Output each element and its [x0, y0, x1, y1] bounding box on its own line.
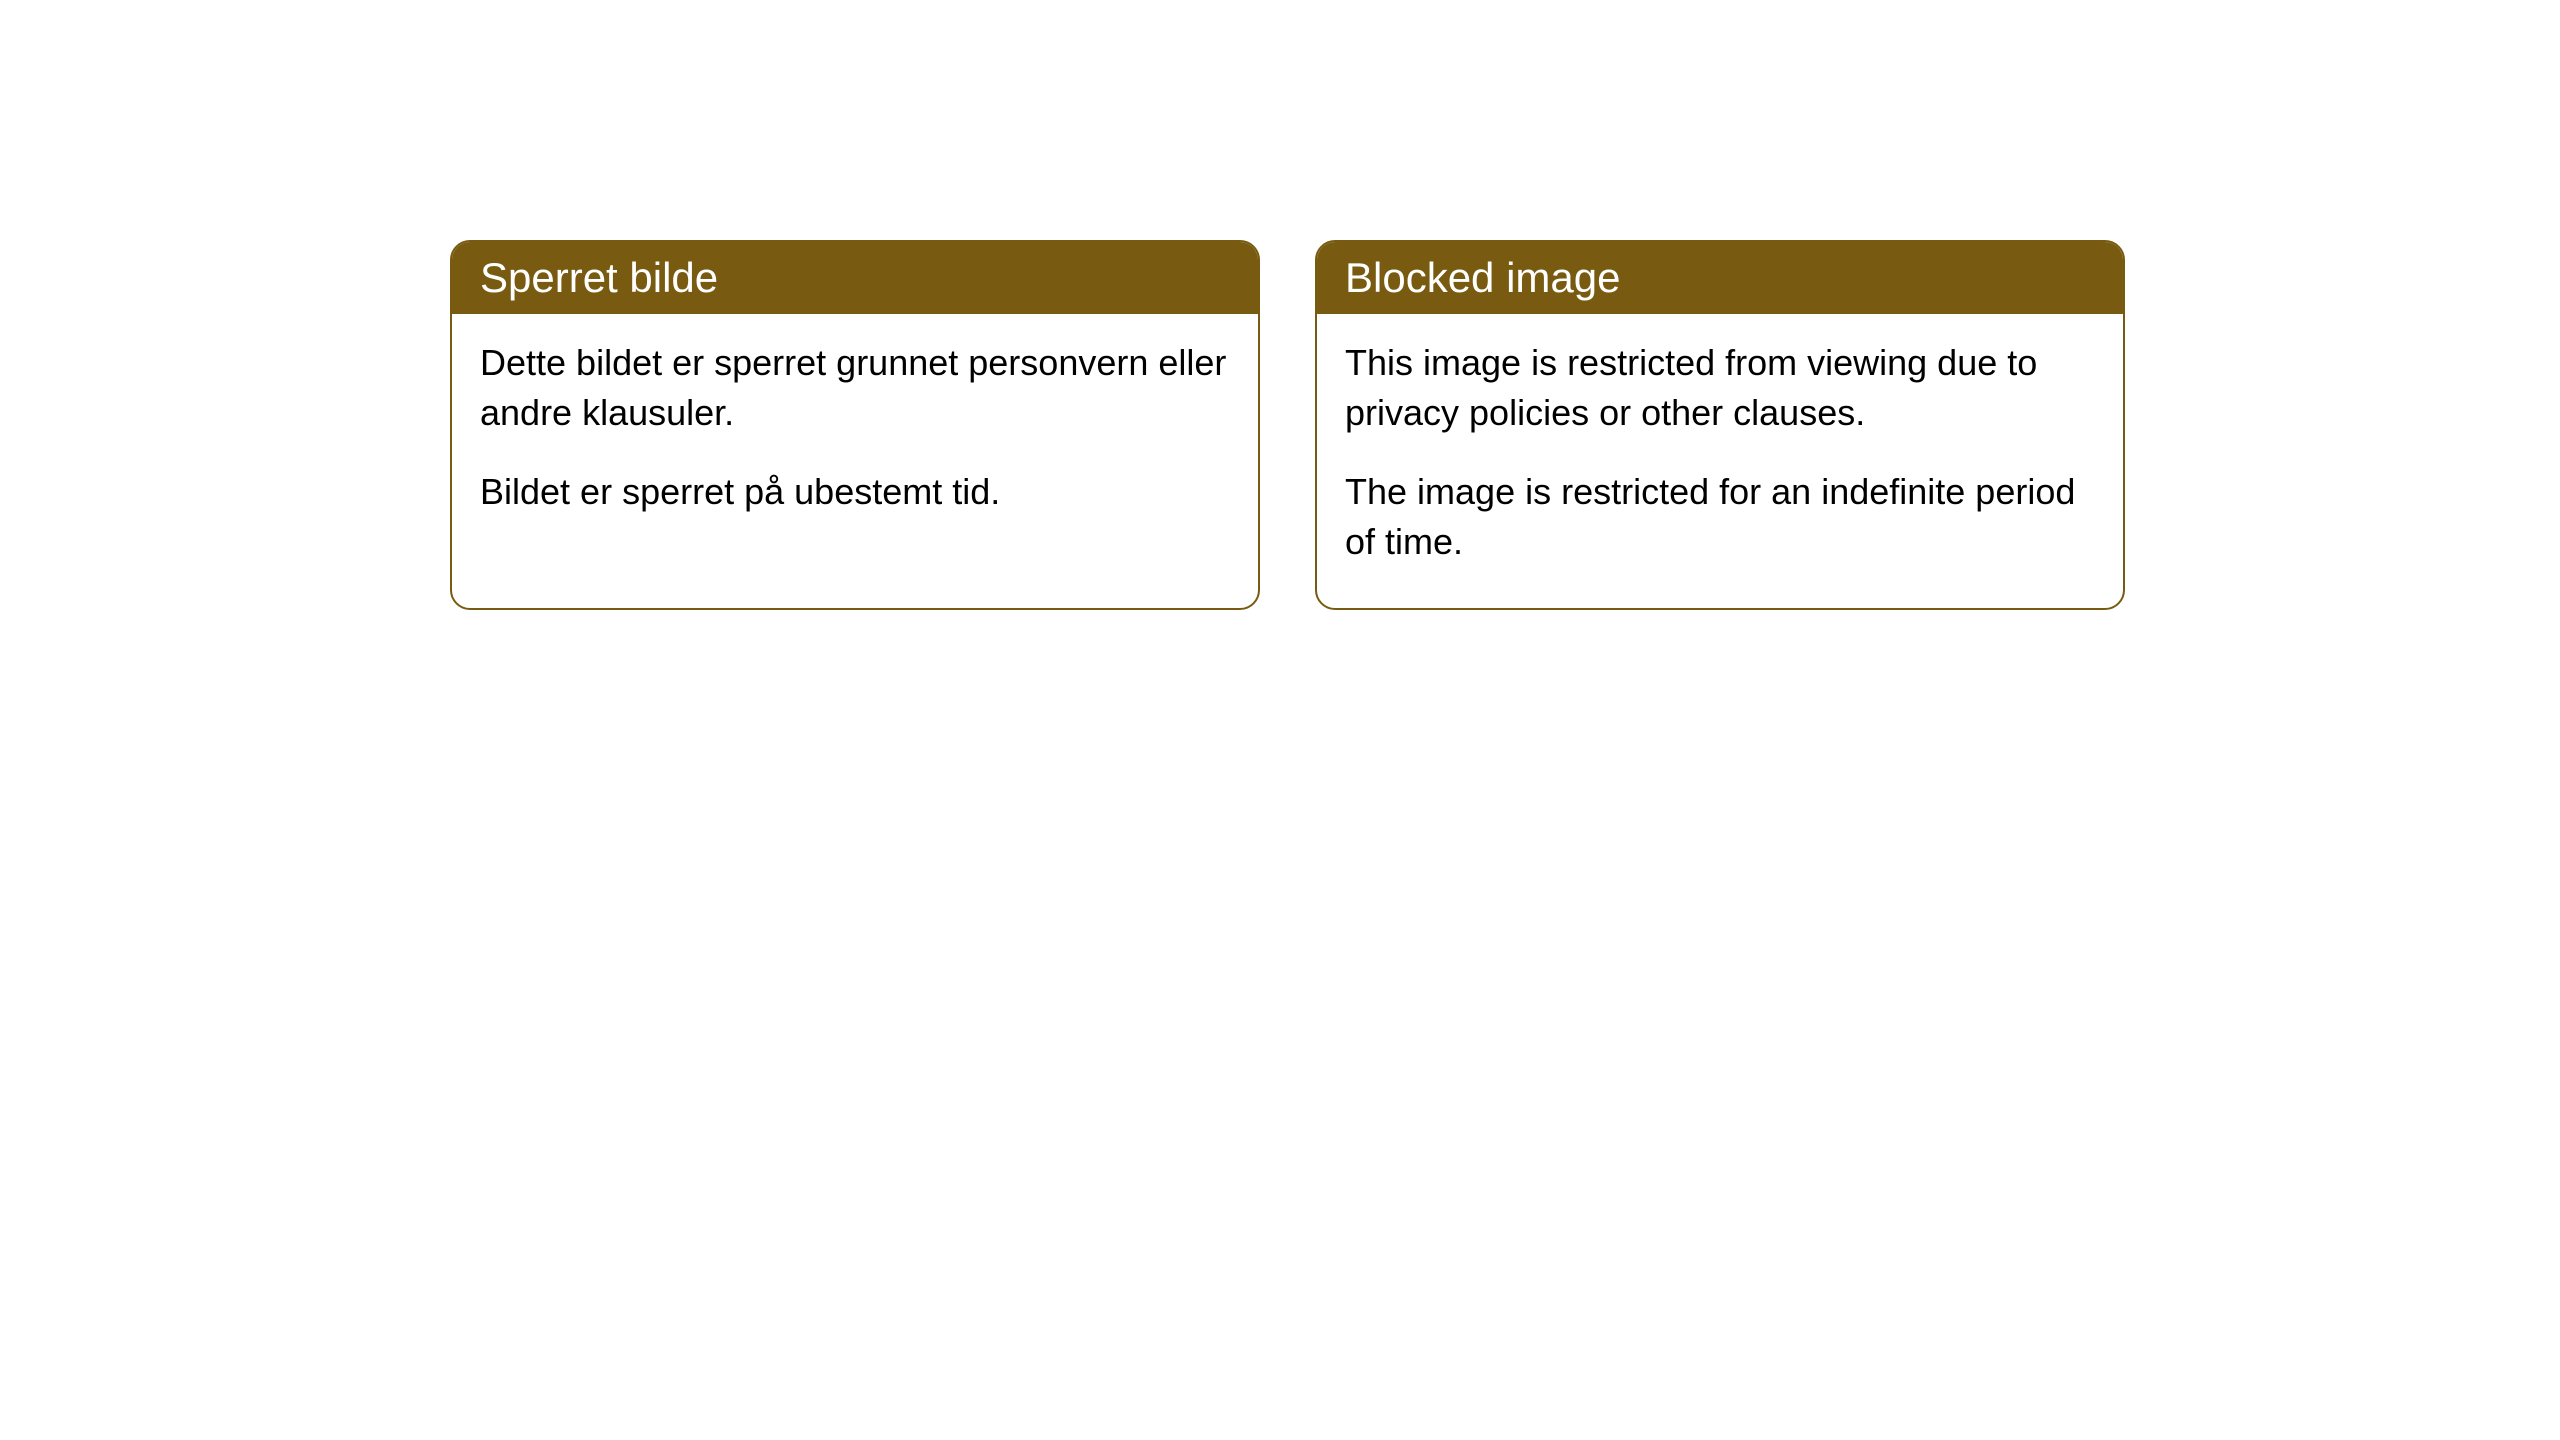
card-header-norwegian: Sperret bilde: [452, 242, 1258, 314]
card-title-english: Blocked image: [1345, 254, 1620, 301]
card-title-norwegian: Sperret bilde: [480, 254, 718, 301]
card-header-english: Blocked image: [1317, 242, 2123, 314]
card-body-english: This image is restricted from viewing du…: [1317, 314, 2123, 608]
card-norwegian: Sperret bilde Dette bildet er sperret gr…: [450, 240, 1260, 610]
cards-container: Sperret bilde Dette bildet er sperret gr…: [450, 240, 2125, 610]
card-paragraph-1-norwegian: Dette bildet er sperret grunnet personve…: [480, 338, 1230, 439]
card-paragraph-1-english: This image is restricted from viewing du…: [1345, 338, 2095, 439]
card-paragraph-2-norwegian: Bildet er sperret på ubestemt tid.: [480, 467, 1230, 517]
card-paragraph-2-english: The image is restricted for an indefinit…: [1345, 467, 2095, 568]
card-english: Blocked image This image is restricted f…: [1315, 240, 2125, 610]
card-body-norwegian: Dette bildet er sperret grunnet personve…: [452, 314, 1258, 557]
